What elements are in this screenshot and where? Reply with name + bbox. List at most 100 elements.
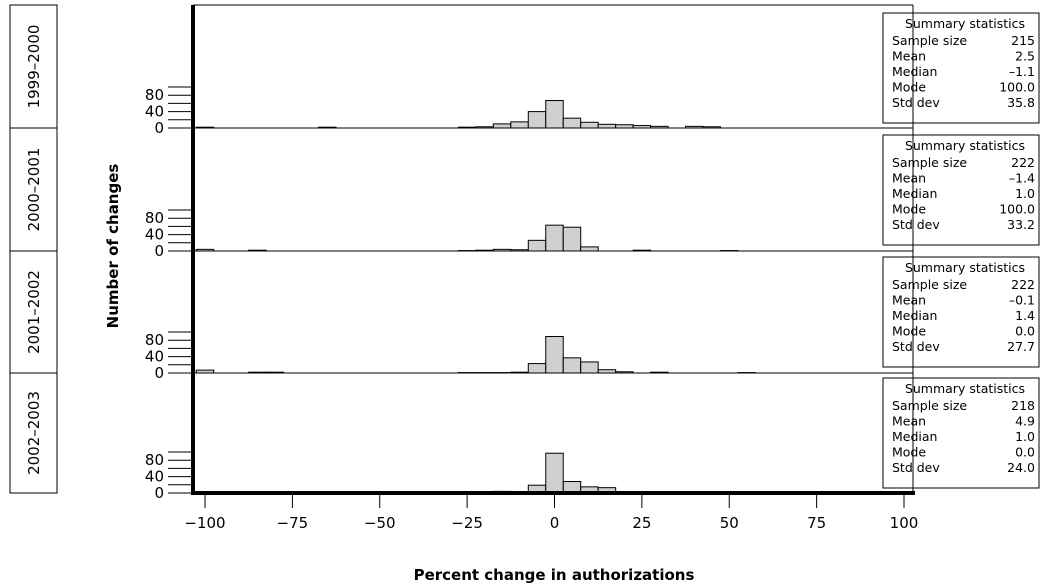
summary-stats-label: Sample size: [892, 155, 967, 170]
summary-stats-box: [882, 256, 1040, 368]
summary-stats-value: 1.4: [1015, 308, 1035, 323]
summary-stats-label: Std dev: [892, 95, 940, 110]
summary-stats-label: Mean: [892, 171, 926, 186]
summary-stats-title: Summary statistics: [905, 138, 1025, 153]
summary-stats-value: 218: [1011, 398, 1035, 413]
summary-stats-title: Summary statistics: [905, 16, 1025, 31]
panel-label: 1999–2000: [25, 25, 43, 109]
x-tick-label: 25: [632, 514, 651, 532]
summary-stats-value: 222: [1011, 155, 1035, 170]
histogram-bar: [562, 226, 582, 252]
y-tick-label: 40: [145, 103, 164, 121]
summary-stats-label: Mode: [892, 445, 926, 460]
histogram-bar: [580, 121, 599, 129]
summary-stats-value: 33.2: [1007, 217, 1035, 232]
histogram-bar: [510, 121, 529, 129]
summary-stats-label: Std dev: [892, 460, 940, 475]
panel-label-box: [9, 4, 58, 129]
histogram-bar: [527, 239, 547, 252]
panel-label: 2000–2001: [25, 148, 43, 232]
summary-stats-label: Mean: [892, 293, 926, 308]
histogram-bar: [492, 123, 512, 129]
histogram-bar: [562, 117, 582, 129]
summary-stats-value: 222: [1011, 277, 1035, 292]
summary-stats-label: Median: [892, 64, 937, 79]
summary-stats-value: 1.0: [1015, 429, 1035, 444]
y-tick-label: 80: [145, 331, 164, 349]
x-tick-label: −75: [277, 514, 309, 532]
summary-stats-value: 35.8: [1007, 95, 1035, 110]
y-tick-label: 0: [154, 364, 164, 382]
plot-frame: [191, 4, 915, 495]
y-tick-label: 80: [145, 86, 164, 104]
panel-label-box: [9, 250, 58, 374]
summary-stats-label: Mode: [892, 80, 926, 95]
x-tick-label: 50: [720, 514, 739, 532]
summary-stats-value: –0.1: [1009, 293, 1035, 308]
panel-label: 2002–2003: [25, 391, 43, 475]
summary-stats-value: –1.1: [1009, 64, 1035, 79]
x-tick-label: 75: [807, 514, 826, 532]
summary-stats-label: Median: [892, 429, 937, 444]
histogram-bar: [545, 336, 564, 374]
panel-label-box: [9, 127, 58, 252]
y-tick-label: 0: [154, 242, 164, 260]
x-tick-label: −100: [184, 514, 225, 532]
summary-stats-box: [882, 12, 1040, 124]
y-tick-label: 80: [145, 209, 164, 227]
summary-stats-label: Sample size: [892, 398, 967, 413]
panel-label-box: [9, 372, 58, 494]
summary-stats-box: [882, 377, 1040, 489]
summary-stats-value: 27.7: [1007, 339, 1035, 354]
x-axis: −100 −75 −50 −25 0 25 50 75 100: [184, 493, 918, 532]
summary-stats-label: Std dev: [892, 339, 940, 354]
x-tick-label: 0: [550, 514, 560, 532]
summary-stats-title: Summary statistics: [905, 381, 1025, 396]
summary-stats-value: 0.0: [1015, 324, 1035, 339]
histogram-bar: [545, 452, 564, 494]
x-tick-label: −50: [364, 514, 396, 532]
y-tick-label: 0: [154, 119, 164, 137]
summary-stats-label: Median: [892, 186, 937, 201]
histogram-bar: [580, 246, 599, 252]
x-tick-label: −25: [451, 514, 483, 532]
y-tick-label: 80: [145, 451, 164, 469]
panel-labels: 1999–2000 2000–2001 2001–2002 2002–2003: [9, 4, 58, 494]
summary-stats-value: 1.0: [1015, 186, 1035, 201]
y-axis-title: Number of changes: [104, 164, 122, 329]
summary-stats-value: 24.0: [1007, 460, 1035, 475]
summary-stats-label: Mean: [892, 414, 926, 429]
summary-stats-title: Summary statistics: [905, 260, 1025, 275]
y-tick-label: 40: [145, 468, 164, 486]
summary-stats-value: –1.4: [1009, 171, 1035, 186]
summary-stats-value: 0.0: [1015, 445, 1035, 460]
summary-stats-label: Mode: [892, 324, 926, 339]
summary-stats-value: 215: [1011, 33, 1035, 48]
histogram-bar: [580, 361, 599, 374]
summary-stats-label: Std dev: [892, 217, 940, 232]
summary-stats-label: Sample size: [892, 33, 967, 48]
histogram-bar: [527, 111, 547, 129]
histogram-bar: [545, 100, 564, 129]
x-axis-title: Percent change in authorizations: [414, 566, 695, 584]
summary-stats-value: 2.5: [1015, 49, 1035, 64]
summary-stats-label: Mode: [892, 202, 926, 217]
y-tick-label: 40: [145, 226, 164, 244]
panel-label: 2001–2002: [25, 270, 43, 354]
summary-stats-value: 100.0: [999, 202, 1035, 217]
summary-stats-box: [882, 134, 1040, 246]
y-tick-label: 0: [154, 484, 164, 502]
histogram-bar: [597, 123, 617, 129]
summary-stats-value: 4.9: [1015, 414, 1035, 429]
histogram-bar: [527, 363, 547, 374]
summary-stats-label: Median: [892, 308, 937, 323]
summary-stats-label: Sample size: [892, 277, 967, 292]
summary-stats-value: 100.0: [999, 80, 1035, 95]
x-tick-label: 100: [890, 514, 919, 532]
